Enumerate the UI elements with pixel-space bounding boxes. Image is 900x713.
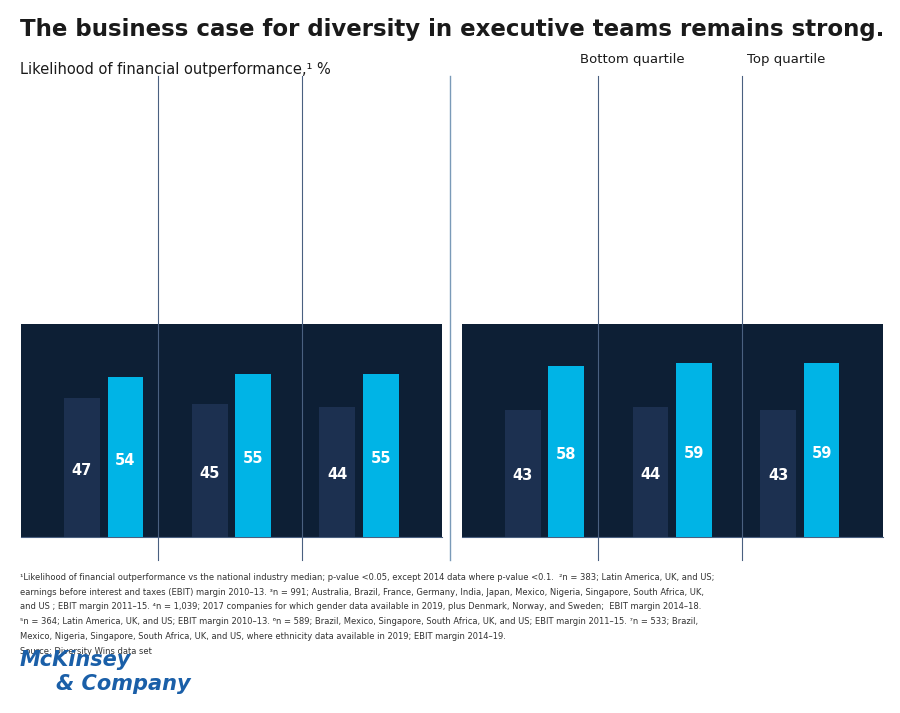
- Text: By ethnic diversity: By ethnic diversity: [465, 80, 606, 93]
- Text: +33%: +33%: [610, 246, 700, 274]
- Text: and US ; EBIT margin 2011–15. ⁴n = 1,039; 2017 companies for which gender data a: and US ; EBIT margin 2011–15. ⁴n = 1,039…: [20, 602, 701, 612]
- Text: 59: 59: [684, 446, 704, 461]
- Text: 59: 59: [812, 446, 832, 461]
- Text: 45: 45: [200, 466, 220, 481]
- Text: 43: 43: [513, 468, 533, 483]
- Bar: [320, 407, 356, 537]
- Text: Diversity
wins⁷: Diversity wins⁷: [752, 105, 801, 128]
- Text: McKinsey: McKinsey: [20, 650, 131, 670]
- Text: +25%: +25%: [313, 246, 403, 274]
- Text: +15%: +15%: [25, 246, 115, 274]
- Bar: [676, 363, 712, 537]
- Bar: [804, 363, 840, 537]
- Text: ¹Likelihood of financial outperformance vs the national industry median; p-value: ¹Likelihood of financial outperformance …: [20, 573, 715, 582]
- Bar: [64, 398, 100, 537]
- Bar: [235, 374, 271, 537]
- Text: Delivering
through
diversity⁶: Delivering through diversity⁶: [608, 105, 664, 141]
- Text: Top quartile: Top quartile: [747, 53, 825, 66]
- Text: Why diversity
matters²: Why diversity matters²: [22, 105, 99, 128]
- Text: 55: 55: [243, 451, 264, 466]
- Text: The business case for diversity in executive teams remains strong.: The business case for diversity in execu…: [20, 18, 884, 41]
- Text: 54: 54: [115, 453, 136, 468]
- Bar: [107, 377, 143, 537]
- Text: 44: 44: [328, 467, 347, 482]
- Bar: [633, 407, 669, 537]
- Text: +21%: +21%: [169, 246, 259, 274]
- Text: Delivering
through
diversity³: Delivering through diversity³: [166, 105, 224, 141]
- Text: Bottom quartile: Bottom quartile: [580, 53, 685, 66]
- Text: 44: 44: [641, 467, 661, 482]
- Bar: [192, 404, 228, 537]
- Text: earnings before interest and taxes (EBIT) margin 2010–13. ³n = 991; Australia, B: earnings before interest and taxes (EBIT…: [20, 588, 704, 597]
- Text: 47: 47: [72, 463, 92, 478]
- Text: 58: 58: [556, 447, 577, 462]
- Text: 43: 43: [768, 468, 788, 483]
- Bar: [548, 366, 584, 537]
- Text: Diversity
wins⁴: Diversity wins⁴: [310, 105, 360, 128]
- Text: Likelihood of financial outperformance,¹ %: Likelihood of financial outperformance,¹…: [20, 62, 330, 77]
- Text: Source: Diversity Wins data set: Source: Diversity Wins data set: [20, 647, 152, 657]
- Bar: [505, 410, 541, 537]
- Text: Why diversity
matters⁵: Why diversity matters⁵: [464, 105, 540, 128]
- Text: 55: 55: [371, 451, 391, 466]
- Bar: [363, 374, 399, 537]
- Text: & Company: & Company: [56, 674, 191, 694]
- Text: By gender diversity: By gender diversity: [24, 80, 171, 93]
- Text: Mexico, Nigeria, Singapore, South Africa, UK, and US, where ethnicity data avail: Mexico, Nigeria, Singapore, South Africa…: [20, 632, 506, 642]
- Text: +36%: +36%: [754, 246, 844, 274]
- Text: ⁵n = 364; Latin America, UK, and US; EBIT margin 2010–13. ⁶n = 589; Brazil, Mexi: ⁵n = 364; Latin America, UK, and US; EBI…: [20, 617, 698, 627]
- Text: +35%: +35%: [466, 246, 556, 274]
- Bar: [760, 410, 796, 537]
